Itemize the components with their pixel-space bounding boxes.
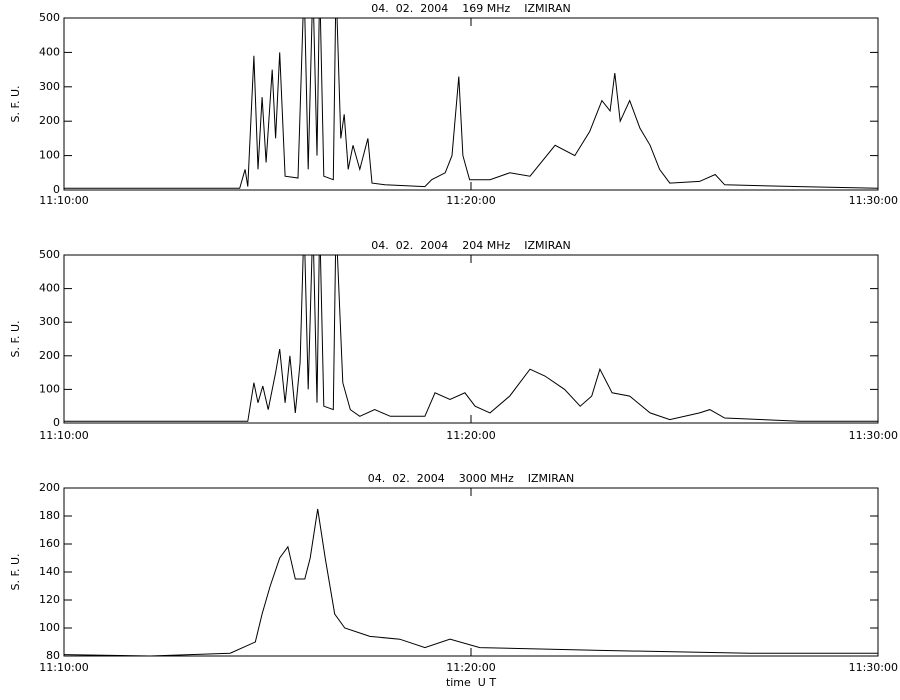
chart-title: 04. 02. 2004 204 MHz IZMIRAN bbox=[371, 239, 570, 252]
x-tick-label: 11:30:00 bbox=[849, 194, 898, 207]
y-tick-label: 300 bbox=[39, 315, 60, 328]
y-tick-label: 100 bbox=[39, 382, 60, 395]
data-line bbox=[64, 255, 878, 422]
y-tick-label: 80 bbox=[46, 649, 60, 662]
y-tick-label: 200 bbox=[39, 349, 60, 362]
y-tick-label: 400 bbox=[39, 45, 60, 58]
data-line bbox=[64, 18, 878, 189]
x-tick-label: 11:20:00 bbox=[446, 429, 495, 442]
y-tick-label: 500 bbox=[39, 248, 60, 261]
chart-title: 04. 02. 2004 3000 MHz IZMIRAN bbox=[368, 472, 574, 485]
chart-title: 04. 02. 2004 169 MHz IZMIRAN bbox=[371, 2, 570, 15]
x-tick-label: 11:10:00 bbox=[39, 194, 88, 207]
x-tick-label: 11:20:00 bbox=[446, 661, 495, 674]
y-tick-label: 160 bbox=[39, 537, 60, 550]
y-tick-label: 140 bbox=[39, 565, 60, 578]
y-tick-label: 500 bbox=[39, 11, 60, 24]
panel: 04. 02. 2004 204 MHz IZMIRAN S. F. U. 0 100… bbox=[9, 239, 898, 442]
y-tick-label: 0 bbox=[53, 183, 60, 196]
x-tick-label: 11:20:00 bbox=[446, 194, 495, 207]
x-tick-label: 11:10:00 bbox=[39, 429, 88, 442]
y-axis-label: S. F. U. bbox=[9, 553, 22, 590]
y-tick-label: 200 bbox=[39, 481, 60, 494]
plot-frame bbox=[63, 487, 879, 657]
x-axis-label: time U T bbox=[446, 676, 496, 689]
y-axis-label: S. F. U. bbox=[9, 85, 22, 122]
data-line bbox=[64, 508, 878, 656]
x-tick-label: 11:10:00 bbox=[39, 661, 88, 674]
panel: 04. 02. 2004 3000 MHz IZMIRAN S. F. U. tim… bbox=[9, 472, 898, 689]
panel: 04. 02. 2004 169 MHz IZMIRAN S. F. U. 0 100… bbox=[9, 2, 898, 207]
y-tick-label: 400 bbox=[39, 282, 60, 295]
y-tick-label: 0 bbox=[53, 416, 60, 429]
y-tick-label: 300 bbox=[39, 80, 60, 93]
x-tick-label: 11:30:00 bbox=[849, 429, 898, 442]
x-tick-label: 11:30:00 bbox=[849, 661, 898, 674]
y-axis-label: S. F. U. bbox=[9, 320, 22, 357]
plot-frame bbox=[63, 254, 879, 424]
y-tick-label: 100 bbox=[39, 149, 60, 162]
plot-frame bbox=[63, 17, 879, 191]
y-tick-label: 100 bbox=[39, 621, 60, 634]
y-tick-label: 200 bbox=[39, 114, 60, 127]
y-tick-label: 180 bbox=[39, 509, 60, 522]
y-tick-label: 120 bbox=[39, 593, 60, 606]
